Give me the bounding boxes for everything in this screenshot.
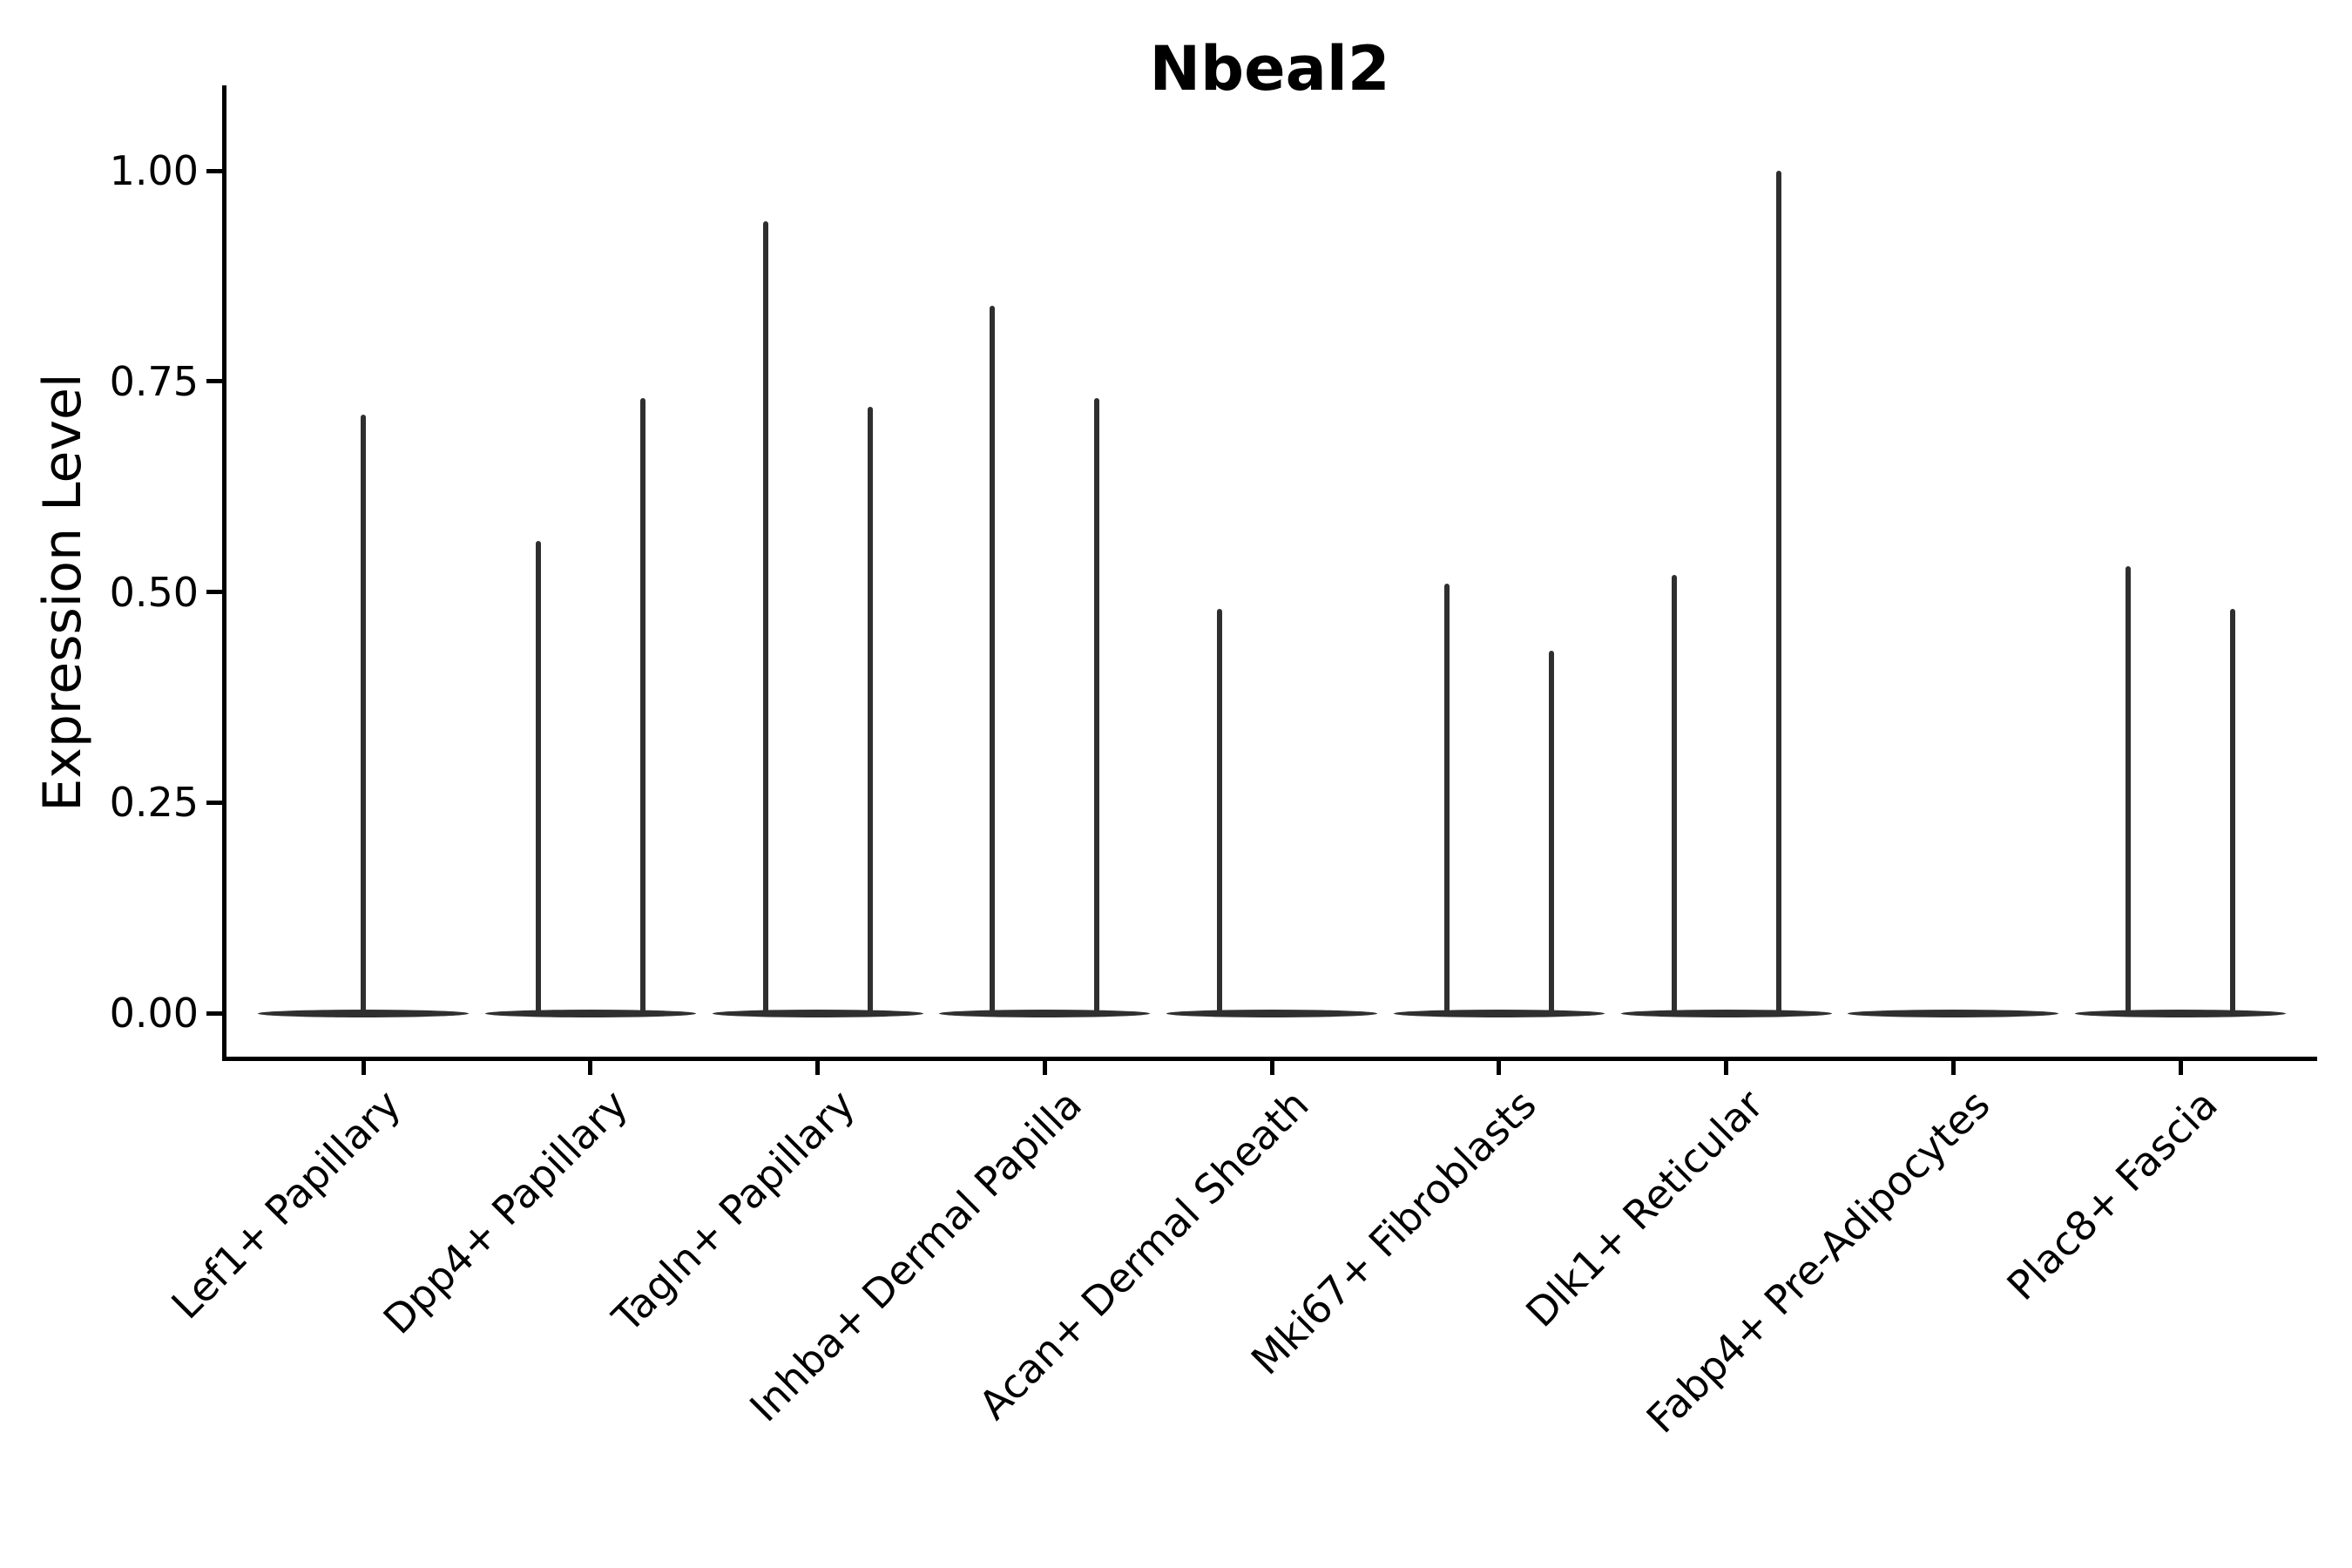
x-tick-label: Plac8+ Fascia	[1997, 1080, 2227, 1309]
violin-base	[1166, 1009, 1377, 1017]
x-tick-mark	[1269, 1061, 1274, 1075]
x-tick-mark	[1042, 1061, 1047, 1075]
violin-spike	[2126, 566, 2131, 1017]
violin-spike	[867, 406, 873, 1017]
violin-spike	[762, 221, 768, 1017]
x-tick-mark	[588, 1061, 593, 1075]
x-tick-mark	[361, 1061, 366, 1075]
violin-base	[2075, 1009, 2286, 1017]
y-tick-mark	[206, 1010, 222, 1016]
x-tick-label: Dlk1+ Reticular	[1517, 1080, 1773, 1336]
y-tick-label: 1.00	[109, 147, 199, 194]
x-axis-spine	[222, 1057, 2317, 1061]
violin-spike	[1671, 575, 1677, 1017]
violin-base	[1848, 1009, 2059, 1017]
violin-spike	[990, 305, 996, 1017]
x-tick-label: Dpp4+ Papillary	[374, 1080, 637, 1343]
violin-base	[484, 1009, 696, 1017]
violin-spike	[1217, 608, 1222, 1017]
x-tick-mark	[815, 1061, 820, 1075]
x-tick-label: Lef1+ Papillary	[161, 1080, 409, 1328]
y-tick-label: 0.25	[109, 779, 199, 827]
violin-base	[1620, 1009, 1832, 1017]
y-tick-mark	[206, 590, 222, 594]
violin-base	[712, 1009, 923, 1017]
violin-base	[939, 1009, 1151, 1017]
violin-base	[1393, 1009, 1605, 1017]
violin-spike	[1443, 583, 1450, 1017]
x-tick-mark	[2178, 1061, 2183, 1075]
violin-spike	[639, 398, 645, 1017]
y-tick-label: 0.75	[109, 357, 199, 405]
violin-spike	[2230, 608, 2235, 1017]
y-tick-mark	[206, 379, 222, 384]
x-tick-label: Tagln+ Papillary	[603, 1080, 864, 1342]
violin-spike	[535, 541, 541, 1017]
x-tick-mark	[1950, 1061, 1956, 1075]
y-axis-spine	[222, 85, 226, 1061]
x-tick-mark	[1497, 1061, 1502, 1075]
violin-spike	[1094, 398, 1100, 1017]
plot-title: Nbeal2	[1149, 33, 1390, 105]
violin-spike	[1775, 171, 1781, 1017]
x-tick-mark	[1724, 1061, 1728, 1075]
violin-spike	[361, 415, 366, 1017]
violin-spike	[1548, 651, 1554, 1017]
y-tick-mark	[206, 168, 222, 173]
y-tick-mark	[206, 800, 222, 805]
y-tick-label: 0.00	[109, 990, 199, 1037]
y-tick-label: 0.50	[109, 568, 199, 616]
